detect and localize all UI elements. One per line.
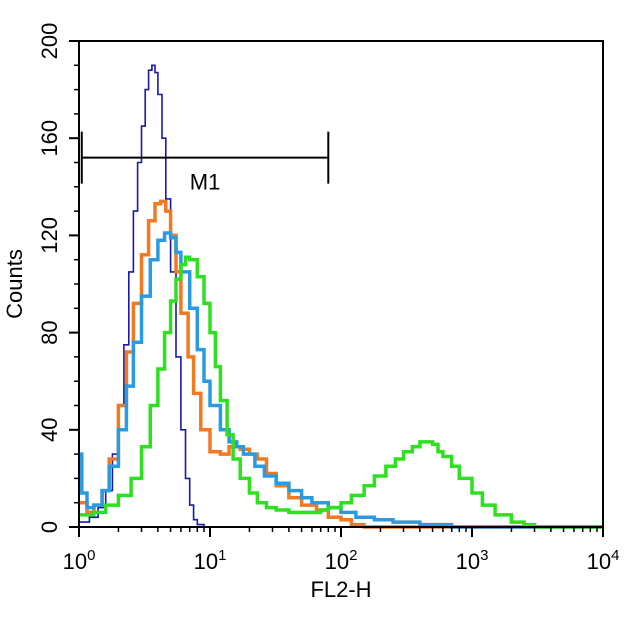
- gate-layer: M1: [80, 131, 330, 195]
- y-tick-label: 80: [37, 320, 62, 344]
- y-tick-label: 40: [37, 418, 62, 442]
- series-layer: [79, 64, 603, 529]
- series-line-isotype-control: [79, 64, 603, 528]
- x-tick-label: 101: [194, 547, 227, 574]
- y-axis-title: Counts: [2, 249, 27, 319]
- y-tick-label: 120: [37, 217, 62, 254]
- x-tick-label: 102: [325, 547, 358, 574]
- x-tick-label: 100: [63, 547, 96, 574]
- x-axis-title: FL2-H: [310, 577, 371, 602]
- plot-frame: [78, 40, 604, 528]
- series-line-green: [79, 255, 603, 529]
- y-tick-label: 160: [37, 120, 62, 157]
- x-tick-label: 104: [587, 547, 620, 574]
- y-tick-label: 0: [37, 521, 62, 533]
- ticks-layer: 0 40 80 120 160 200 100 101 102 103 104: [37, 23, 619, 574]
- x-tick-label: 103: [456, 547, 489, 574]
- gate-m1-label: M1: [190, 170, 221, 195]
- y-tick-label: 200: [37, 23, 62, 60]
